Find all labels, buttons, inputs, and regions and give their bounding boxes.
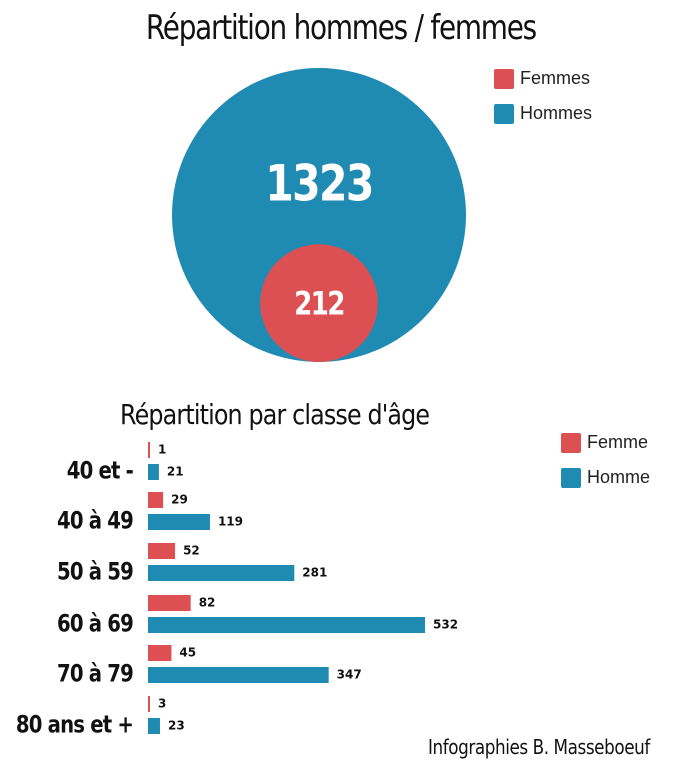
category-label: 40 et - xyxy=(67,458,133,485)
legend-item-homme: Homme xyxy=(561,460,650,495)
value-label-homme: 119 xyxy=(218,515,243,529)
bar-femme xyxy=(148,442,150,458)
gender-legend: Femmes Hommes xyxy=(494,61,592,131)
bar-femme xyxy=(148,696,150,712)
legend-item-femmes: Femmes xyxy=(494,61,592,96)
bar-homme xyxy=(148,667,329,683)
bubble-label-femmes: 212 xyxy=(294,285,344,322)
value-label-homme: 532 xyxy=(433,618,458,632)
category-label: 50 à 59 xyxy=(57,559,133,586)
bubble-hommes xyxy=(172,68,466,362)
value-label-femme: 3 xyxy=(158,697,166,711)
value-label-femme: 45 xyxy=(179,646,196,660)
bar-homme xyxy=(148,718,160,734)
category-label: 70 à 79 xyxy=(57,661,133,688)
gender-bubble-chart: 1323 212 xyxy=(172,68,466,362)
legend-label-femmes: Femmes xyxy=(520,68,591,88)
category-label: 80 ans et + xyxy=(16,712,133,739)
value-label-homme: 21 xyxy=(167,465,184,479)
legend-swatch-femmes xyxy=(494,68,514,89)
category-label: 40 à 49 xyxy=(57,508,133,535)
bar-femme xyxy=(148,645,172,661)
value-label-homme: 347 xyxy=(337,668,362,682)
bar-femme xyxy=(148,492,164,508)
value-label-homme: 23 xyxy=(168,719,185,733)
chart-title: Répartition hommes / femmes xyxy=(145,8,537,48)
value-label-homme: 281 xyxy=(302,566,327,580)
legend-label-hommes: Hommes xyxy=(520,103,593,123)
category-label: 60 à 69 xyxy=(57,611,133,638)
bubble-label-hommes: 1323 xyxy=(265,155,373,213)
legend-label-homme: Homme xyxy=(587,467,651,487)
bar-homme xyxy=(148,514,210,530)
value-label-femme: 1 xyxy=(158,443,166,457)
legend-label-femme: Femme xyxy=(587,432,649,452)
legend-item-femme: Femme xyxy=(561,425,650,460)
legend-item-hommes: Hommes xyxy=(494,96,592,131)
bubble-femmes xyxy=(260,244,378,362)
value-label-femme: 82 xyxy=(199,596,216,610)
legend-swatch-femme xyxy=(561,432,581,453)
age-chart-title: Répartition par classe d'âge xyxy=(120,398,430,431)
bar-femme xyxy=(148,595,191,611)
age-legend: Femme Homme xyxy=(561,425,650,495)
bar-femme xyxy=(148,543,176,559)
value-label-femme: 52 xyxy=(183,544,200,558)
legend-swatch-homme xyxy=(561,467,581,488)
bar-homme xyxy=(148,464,159,480)
bar-homme xyxy=(148,565,295,581)
legend-swatch-hommes xyxy=(494,103,514,124)
value-label-femme: 29 xyxy=(171,493,188,507)
credit-text: Infographies B. Masseboeuf xyxy=(428,735,650,759)
bar-homme xyxy=(148,617,425,633)
